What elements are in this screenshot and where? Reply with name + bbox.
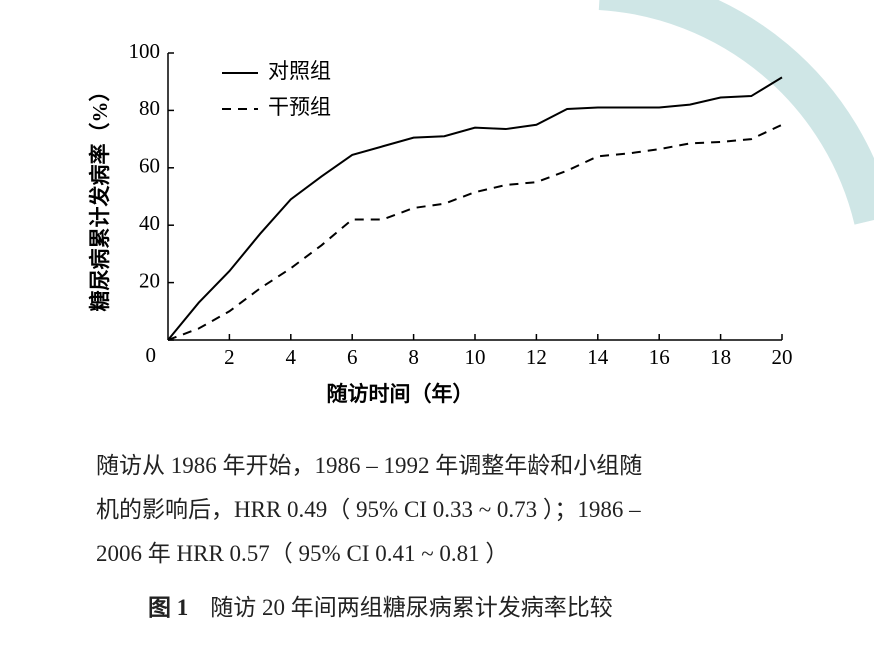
series-line <box>167 123 783 341</box>
x-tick-label: 8 <box>408 345 419 369</box>
x-tick-label: 20 <box>772 345 793 369</box>
x-tick-label: 12 <box>526 345 547 369</box>
watermark <box>598 0 874 225</box>
x-tick-label: 10 <box>465 345 486 369</box>
x-tick-label: 2 <box>224 345 235 369</box>
note-line: 机的影响后，HRR 0.49（ 95% CI 0.33 ~ 0.73 ）；198… <box>96 497 641 522</box>
legend-label: 对照组 <box>268 59 331 83</box>
legend-label: 干预组 <box>268 95 331 119</box>
x-tick-label: 18 <box>710 345 731 369</box>
y-tick-label: 40 <box>139 211 160 235</box>
x-tick-label: 4 <box>286 345 297 369</box>
figure-label: 图 1 <box>148 595 189 620</box>
y-tick-label: 60 <box>139 154 160 178</box>
note-line: 2006 年 HRR 0.57（ 95% CI 0.41 ~ 0.81 ） <box>96 541 509 566</box>
series-line <box>167 76 783 341</box>
y-tick-label: 80 <box>139 96 160 120</box>
note-line: 随访从 1986 年开始，1986 – 1992 年调整年龄和小组随 <box>96 453 643 478</box>
figure-caption: 图 1 随访 20 年间两组糖尿病累计发病率比较 <box>148 588 613 622</box>
y-tick-label: 20 <box>139 268 160 292</box>
figure-title: 随访 20 年间两组糖尿病累计发病率比较 <box>210 595 613 620</box>
y-tick-label: 100 <box>129 39 161 63</box>
x-tick-label: 14 <box>587 345 609 369</box>
y-tick-label: 0 <box>146 343 157 367</box>
x-tick-label: 6 <box>347 345 358 369</box>
x-axis-label: 随访时间（年） <box>327 382 474 406</box>
y-axis-label: 糖尿病累计发病率（%） <box>88 81 112 312</box>
x-tick-label: 16 <box>649 345 670 369</box>
